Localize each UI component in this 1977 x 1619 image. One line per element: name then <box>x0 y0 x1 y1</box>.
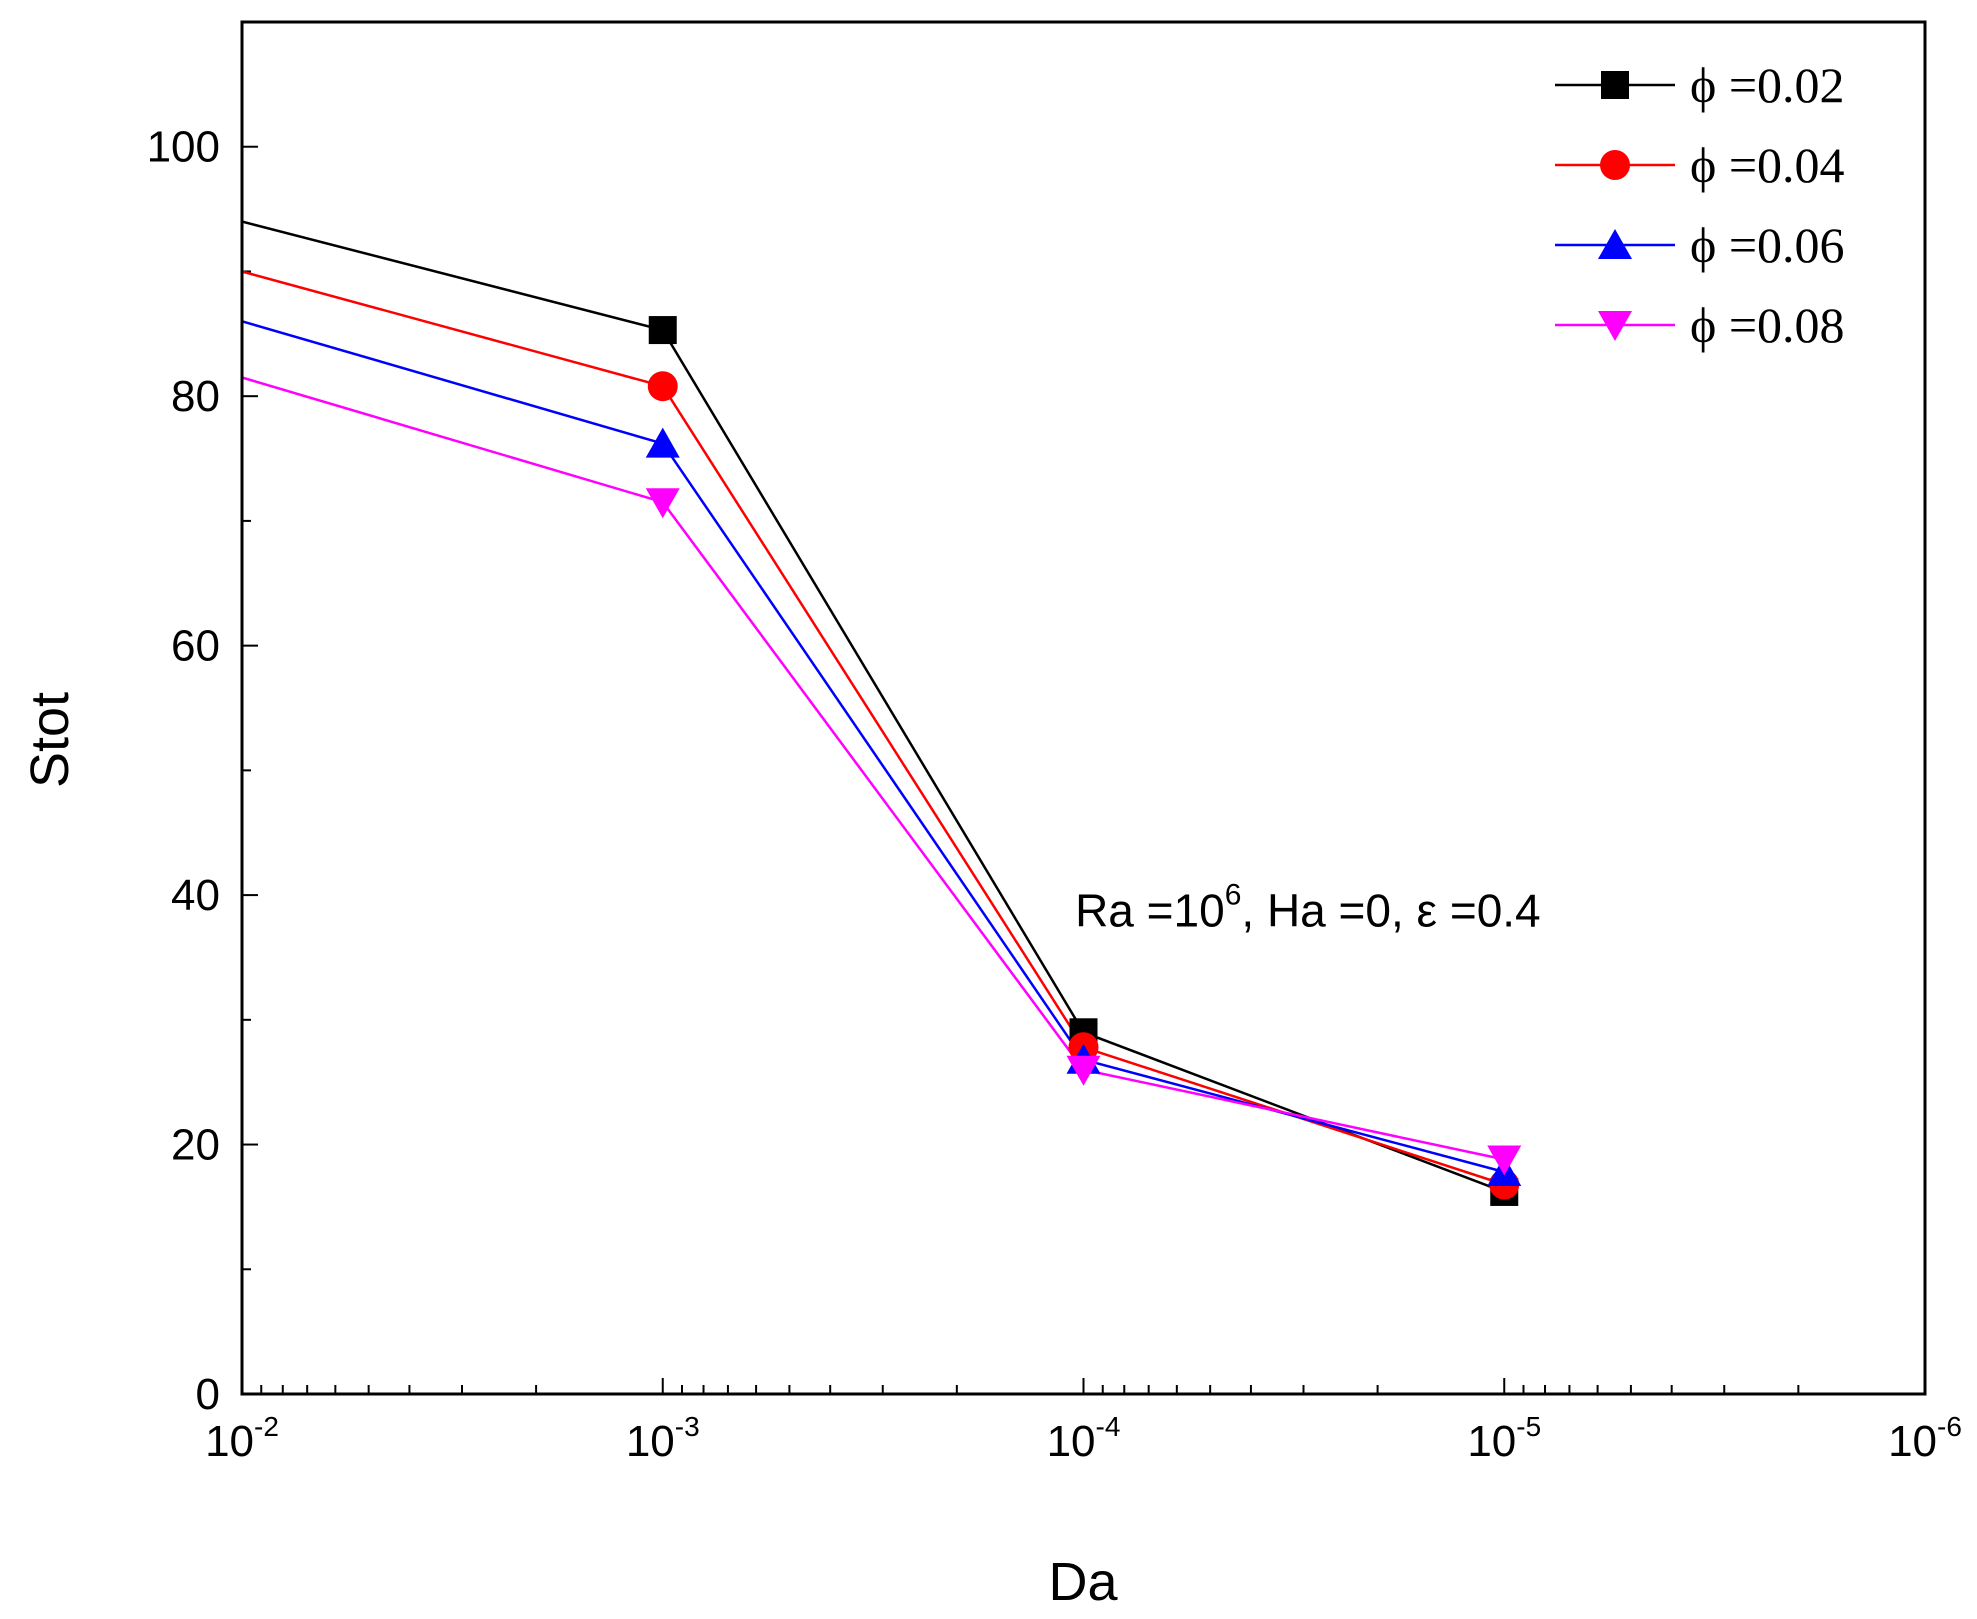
y-tick-label: 0 <box>196 1370 220 1419</box>
series-line <box>241 220 1505 1194</box>
plot-frame <box>240 20 1927 1396</box>
data-point-triangle-up <box>645 427 680 458</box>
x-tick-label: 10-5 <box>1467 1411 1541 1466</box>
x-tick-label-base: 10 <box>1888 1417 1937 1466</box>
y-tick-label: 100 <box>147 123 220 172</box>
legend-label: ϕ =0.02 <box>1690 57 1845 113</box>
x-tick-label-base: 10 <box>1467 1417 1516 1466</box>
data-point-triangle-down <box>645 488 680 519</box>
y-tick-label: 80 <box>171 372 220 421</box>
x-tick-label-exponent: -4 <box>1096 1411 1121 1442</box>
parameter-annotation: Ra =106, Ha =0, ε =0.4 <box>1075 878 1541 936</box>
y-tick-label: 40 <box>171 871 220 920</box>
legend-entry: ϕ =0.02 <box>1555 57 1845 113</box>
x-axis-title: Da <box>1048 1552 1118 1612</box>
data-point-triangle-down <box>1066 1055 1101 1086</box>
annotation-suffix: , Ha =0, ε =0.4 <box>1241 884 1540 936</box>
series-markers <box>645 316 1522 1206</box>
x-tick-label-exponent: -6 <box>1937 1411 1962 1442</box>
annotation-prefix: Ra =10 <box>1075 884 1225 936</box>
x-tick-label-base: 10 <box>1047 1417 1096 1466</box>
data-point-circle <box>647 371 678 402</box>
legend-label: ϕ =0.04 <box>1690 137 1845 193</box>
legend-entry: ϕ =0.08 <box>1555 297 1845 353</box>
y-tick-labels: 0 20 40 60 80 100 <box>147 123 220 1419</box>
legend-triangle-up-marker <box>1598 229 1632 259</box>
data-point-square <box>648 316 677 345</box>
series-line <box>241 376 1505 1161</box>
series-lines <box>241 220 1505 1194</box>
x-tick-label-base: 10 <box>626 1417 675 1466</box>
legend-circle-marker <box>1600 150 1630 180</box>
x-tick-label: 10-6 <box>1888 1411 1962 1466</box>
x-tick-label-exponent: -5 <box>1516 1411 1541 1442</box>
x-tick-label-exponent: -3 <box>675 1411 700 1442</box>
x-tick-label-exponent: -2 <box>254 1411 279 1442</box>
legend-label: ϕ =0.06 <box>1690 217 1845 273</box>
legend-entry: ϕ =0.04 <box>1555 137 1845 193</box>
legend-label: ϕ =0.08 <box>1690 297 1845 353</box>
legend-entry: ϕ =0.06 <box>1555 217 1845 273</box>
data-point-triangle-down <box>1487 1145 1522 1176</box>
y-tick-label: 20 <box>171 1121 220 1170</box>
legend-triangle-down-marker <box>1598 311 1632 341</box>
x-tick-label: 10-4 <box>1047 1411 1121 1466</box>
y-tick-label: 60 <box>171 622 220 671</box>
x-tick-label: 10-3 <box>626 1411 700 1466</box>
annotation-superscript: 6 <box>1225 878 1242 911</box>
y-axis-title: Stot <box>20 692 80 788</box>
x-tick-label-base: 10 <box>205 1417 254 1466</box>
legend: ϕ =0.02 ϕ =0.04 ϕ =0.06 ϕ =0.08 <box>1555 57 1845 353</box>
legend-square-marker <box>1601 71 1629 99</box>
x-tick-label: 10-2 <box>205 1411 279 1466</box>
x-tick-labels: 10-2 10-3 10-4 10-5 10-6 <box>205 1411 1962 1466</box>
